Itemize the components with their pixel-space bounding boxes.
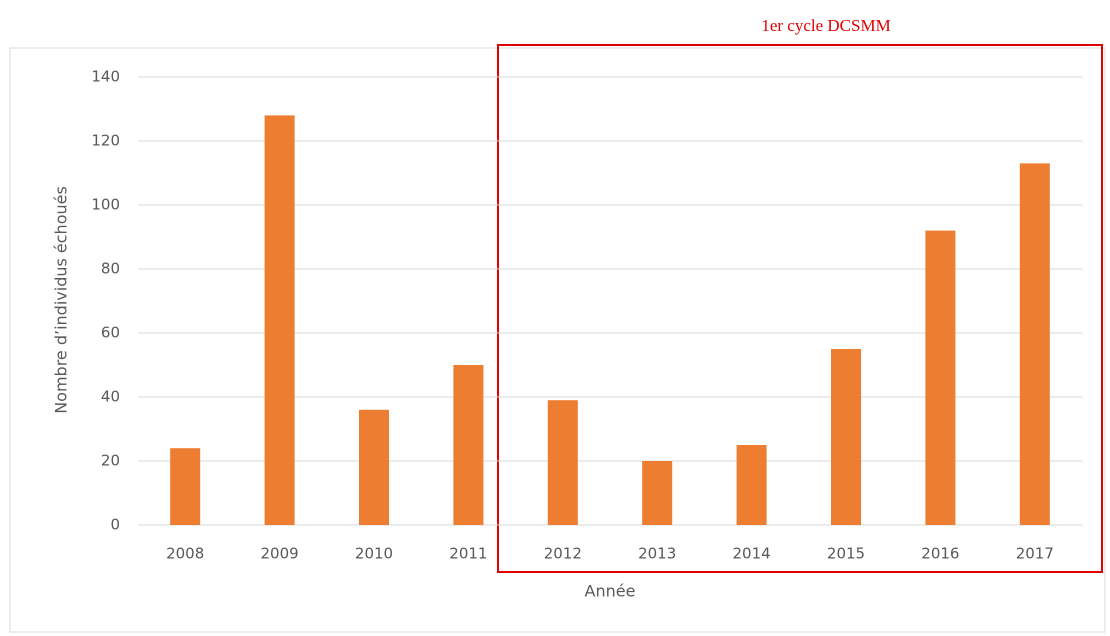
bar [925,230,956,525]
bar [264,115,295,526]
x-tick-label: 2012 [544,545,582,563]
chart-frame [9,47,1106,633]
y-tick-label: 80 [101,260,120,278]
bar [736,445,767,525]
x-tick-label: 2014 [733,545,771,563]
x-axis-label: Année [585,582,636,601]
y-tick-label: 60 [101,324,120,342]
x-tick-label: 2008 [166,545,204,563]
bar [453,365,484,525]
annotation: 1er cycle DCSMM [761,16,890,35]
y-tick-label: 140 [91,68,120,86]
highlight-box [497,44,1103,573]
x-tick-label: 2017 [1016,545,1054,563]
x-tick-label: 2013 [638,545,676,563]
bar [642,461,673,525]
x-tick-label: 2016 [921,545,959,563]
bar [170,448,201,525]
bar [831,349,861,525]
x-tick-label: 2009 [261,545,299,563]
y-axis-label: Nombre d’individus échoués [52,186,71,414]
x-tick-label: 2010 [355,545,393,563]
x-tick-label: 2011 [449,545,487,563]
y-tick-label: 0 [110,516,120,534]
y-tick-label: 100 [91,196,120,214]
y-tick-label: 40 [101,388,120,406]
x-tick-label: 2015 [827,545,865,563]
y-tick-label: 20 [101,452,120,470]
bar [1019,163,1050,525]
y-tick-label: 120 [91,132,120,150]
bar [547,400,578,525]
bar [359,409,389,525]
